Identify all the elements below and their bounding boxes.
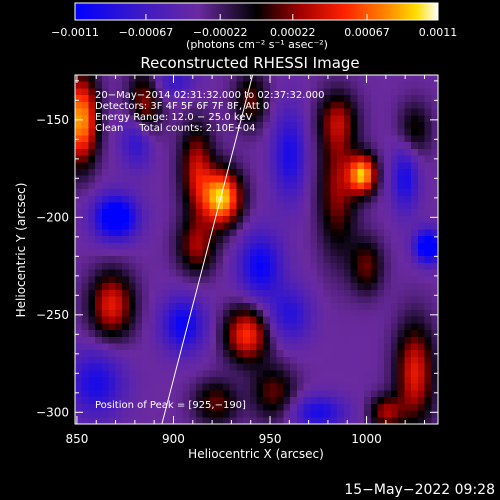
annotation-block: 20−May−2014 02:31:32.000 to 02:37:32.000… [95,90,325,411]
x-axis-label: Heliocentric X (arcsec) [188,447,324,461]
colorbar-tick-label: −0.0011 [51,26,99,39]
y-tick-label: −200 [36,210,69,224]
x-axis-ticks: 850 900 950 1000 [65,75,425,446]
x-tick-label: 950 [259,432,282,446]
x-tick-label: 900 [162,432,185,446]
heatmap-image [75,75,438,424]
y-axis-ticks: −150 −200 −250 −300 [36,80,438,419]
annotation-energy-range: Energy Range: 12.0 − 25.0 keV [95,112,252,123]
annotation-clean-counts: Clean Total counts: 2.10E+04 [95,123,255,134]
footer-timestamp: 15−May−2022 09:28 [344,482,495,498]
colorbar-tick-label: 0.00067 [344,26,390,39]
x-tick-label: 1000 [351,432,382,446]
colorbar-tick-label: 0.0011 [419,26,458,39]
chart-title: Reconstructed RHESSI Image [140,54,359,72]
colorbar-tick-label: −0.00067 [119,26,174,39]
plot-area: 850 900 950 1000 −150 −200 −250 −300 [36,74,439,446]
x-tick-label: 850 [65,432,88,446]
annotation-detectors: Detectors: 3F 4F 5F 6F 7F 8F, Att 0 [95,101,269,112]
limb-line [161,75,254,424]
y-tick-label: −300 [36,405,69,419]
annotation-time-range: 20−May−2014 02:31:32.000 to 02:37:32.000 [95,90,325,101]
y-tick-label: −150 [36,113,69,127]
colorbar-tick-label: −0.00022 [193,26,248,39]
colorbar-units-label: (photons cm⁻² s⁻¹ asec⁻²) [186,38,328,51]
annotation-peak-position: Position of Peak = [925,−190] [95,400,246,411]
colorbar-gradient [74,2,439,21]
colorbar: −0.0011 −0.00067 −0.00022 0.00022 0.00067 0.0… [51,2,457,51]
y-axis-label: Heliocentric Y (arcsec) [14,183,28,318]
colorbar-ticks: −0.0011 −0.00067 −0.00022 0.00022 0.00067 0.0… [51,14,457,39]
plot-frame [74,74,439,425]
colorbar-tick-label: 0.00022 [270,26,316,39]
y-tick-label: −250 [36,308,69,322]
